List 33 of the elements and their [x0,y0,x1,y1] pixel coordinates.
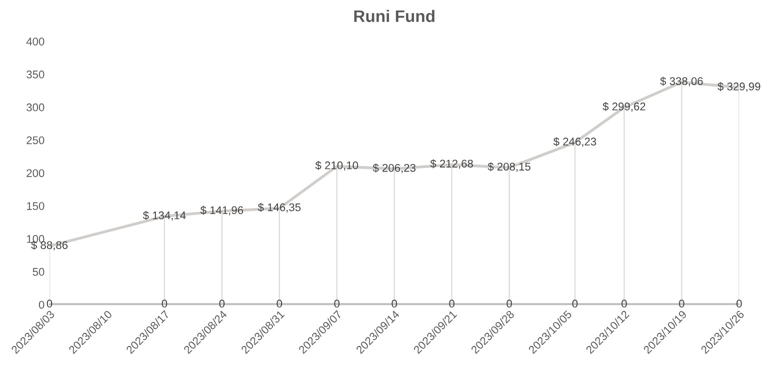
y-tick-label: 50 [32,268,44,276]
y-tick-label: 0 [38,300,44,309]
data-label: 0 [736,300,742,308]
data-label: $ 338,06 [660,76,703,86]
y-tick-label: 200 [26,169,44,178]
data-label: 0 [622,300,627,308]
y-tick-label: 150 [26,202,44,210]
data-label: $ 206,23 [372,164,416,174]
chart-title: Runi Fund [354,10,434,22]
y-tick-label: 300 [26,103,44,112]
data-label: 0 [449,300,454,308]
data-label: $ 141,96 [200,206,244,216]
data-label: $ 299,62 [602,102,646,112]
data-label: 0 [219,300,225,308]
data-label: 0 [392,300,397,308]
y-tick-label: 100 [26,235,44,243]
data-label: $ 246,23 [553,137,596,147]
data-label: $ 212,68 [430,159,473,169]
data-label: 0 [162,300,168,308]
data-label: 0 [679,300,684,308]
data-label: $ 134,14 [142,210,186,221]
data-label: 0 [506,300,512,308]
y-tick-label: 250 [26,136,44,144]
data-label: $ 210,10 [315,160,358,171]
data-label: 0 [46,300,52,308]
data-label: $ 146,35 [258,202,301,213]
data-label: $ 208,15 [488,162,530,172]
data-label: 0 [572,300,578,308]
y-tick-label: 350 [26,70,44,78]
data-label: 0 [334,300,340,308]
data-label: $ 329,99 [718,82,760,92]
y-tick-label: 400 [26,38,44,46]
data-label: 0 [276,300,282,308]
